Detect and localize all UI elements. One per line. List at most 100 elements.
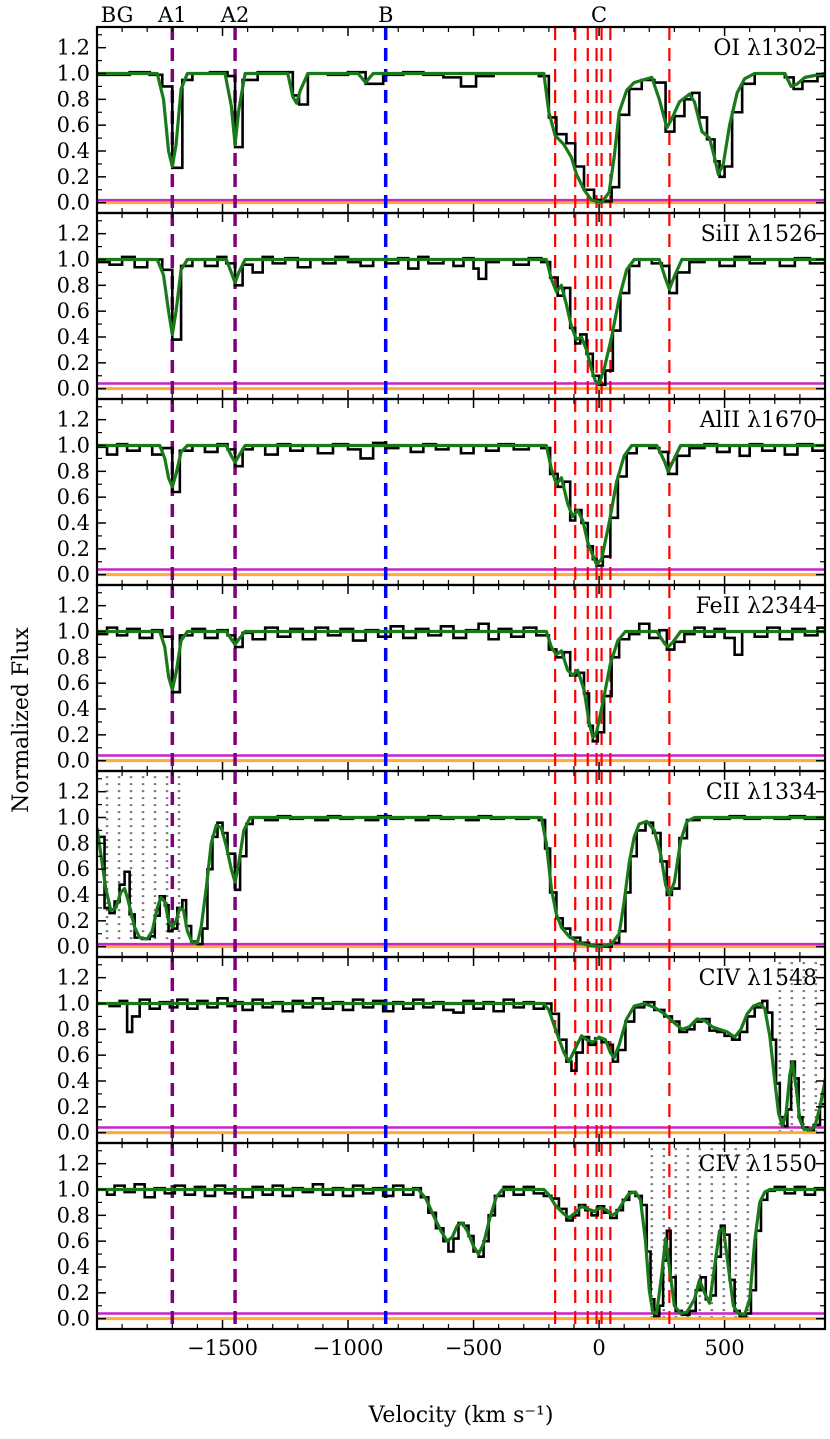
y-tick-label: 1.0 xyxy=(57,806,90,830)
data-spectrum xyxy=(97,255,825,387)
y-tick-label: 1.2 xyxy=(57,966,90,990)
panel-frame xyxy=(95,1141,827,1331)
y-tick-label: 0.0 xyxy=(57,749,90,773)
panel-ion-label: SiII λ1526 xyxy=(701,222,817,247)
y-tick-label: 0.6 xyxy=(57,671,90,695)
y-tick-label: 0.6 xyxy=(57,299,90,323)
model-fit xyxy=(97,815,825,949)
y-tick-label: 1.0 xyxy=(57,248,90,272)
y-tick-label: 0.2 xyxy=(57,1095,90,1119)
data-spectrum xyxy=(97,622,825,743)
component-labels: BG A1 A2 B C xyxy=(101,3,607,27)
y-tick-label: 1.2 xyxy=(57,36,90,60)
panel-plot-area xyxy=(97,957,825,1143)
y-tick-label: 0.8 xyxy=(57,87,90,111)
y-tick-label: 1.2 xyxy=(57,1152,90,1176)
x-tick-label: −1500 xyxy=(187,1336,258,1360)
y-tick-label: 0.2 xyxy=(57,1281,90,1305)
y-tick-label: 1.0 xyxy=(57,62,90,86)
contaminated-region xyxy=(778,962,818,1133)
y-tick-label: 0.2 xyxy=(57,909,90,933)
y-tick-label: 0.4 xyxy=(57,883,90,907)
model-fit xyxy=(97,71,825,205)
panel-ion-label: AlII λ1670 xyxy=(699,408,817,433)
component-label-bg: BG xyxy=(101,3,134,27)
panel-5: 0.00.20.40.60.81.01.2 CII λ1334 xyxy=(57,769,827,959)
y-tick-label: 1.2 xyxy=(57,222,90,246)
component-label-a1: A1 xyxy=(157,3,187,27)
y-tick-label: 0.8 xyxy=(57,831,90,855)
component-label-c: C xyxy=(591,3,607,27)
y-tick-label: 0.4 xyxy=(57,697,90,721)
y-tick-label: 0.8 xyxy=(57,273,90,297)
panel-6: 0.00.20.40.60.81.01.2 CIV λ1548 xyxy=(57,955,827,1145)
panel-4: 0.00.20.40.60.81.01.2 FeII λ2344 xyxy=(57,583,827,773)
x-tick-label: 500 xyxy=(705,1336,745,1360)
x-tick-label: 0 xyxy=(592,1336,605,1360)
y-tick-label: 0.0 xyxy=(57,191,90,215)
panel-plot-area xyxy=(97,399,825,585)
y-tick-label: 0.0 xyxy=(57,935,90,959)
y-tick-label: 0.4 xyxy=(57,325,90,349)
axis-labels: Normalized Flux Velocity (km s⁻¹) xyxy=(9,627,553,1428)
y-tick-label: 0.0 xyxy=(57,1121,90,1145)
contaminated-region xyxy=(105,776,181,947)
panel-plot-area xyxy=(97,585,825,771)
y-tick-label: 0.6 xyxy=(57,1229,90,1253)
panel-plot-area xyxy=(97,27,825,213)
model-fit xyxy=(97,257,825,386)
panel-ion-label: CII λ1334 xyxy=(706,780,817,805)
x-tick-label: −1000 xyxy=(313,1336,384,1360)
y-tick-label: 0.6 xyxy=(57,113,90,137)
y-tick-label: 0.2 xyxy=(57,537,90,561)
y-tick-label: 0.2 xyxy=(57,351,90,375)
component-label-b: B xyxy=(378,3,393,27)
panel-ion-label: CIV λ1548 xyxy=(699,966,817,991)
y-axis-label: Normalized Flux xyxy=(9,627,34,813)
model-fit xyxy=(97,1187,825,1317)
data-spectrum xyxy=(97,997,825,1132)
model-fit xyxy=(97,1001,825,1132)
model-fit xyxy=(97,629,825,740)
y-tick-label: 0.8 xyxy=(57,1203,90,1227)
panel-ion-label: OI λ1302 xyxy=(713,36,817,61)
y-tick-label: 0.0 xyxy=(57,1307,90,1331)
y-tick-label: 0.2 xyxy=(57,165,90,189)
panel-plot-area xyxy=(97,771,825,957)
y-tick-label: 0.4 xyxy=(57,1255,90,1279)
y-tick-label: 0.8 xyxy=(57,645,90,669)
y-tick-label: 0.0 xyxy=(57,377,90,401)
y-tick-label: 1.0 xyxy=(57,1178,90,1202)
component-label-a2: A2 xyxy=(220,3,250,27)
y-tick-label: 1.0 xyxy=(57,620,90,644)
y-tick-label: 0.2 xyxy=(57,723,90,747)
model-fit xyxy=(97,443,825,566)
y-tick-label: 1.2 xyxy=(57,780,90,804)
panel-7: 0.00.20.40.60.81.01.2 CIV λ1550 xyxy=(57,1141,827,1331)
y-tick-label: 1.0 xyxy=(57,434,90,458)
x-tick-label: −500 xyxy=(445,1336,503,1360)
panel-ion-label: CIV λ1550 xyxy=(699,1152,817,1177)
y-tick-label: 0.0 xyxy=(57,563,90,587)
y-tick-label: 0.6 xyxy=(57,857,90,881)
y-tick-label: 1.0 xyxy=(57,992,90,1016)
y-tick-label: 0.4 xyxy=(57,1069,90,1093)
panel-3: 0.00.20.40.60.81.01.2 AlII λ1670 xyxy=(57,397,827,587)
data-spectrum xyxy=(97,441,825,567)
panel-1: 0.00.20.40.60.81.01.2 OI λ1302 xyxy=(57,25,827,215)
x-tick-labels: −1500 −1000 −500 0 500 xyxy=(187,1336,745,1360)
x-axis-label: Velocity (km s⁻¹) xyxy=(368,1403,554,1428)
y-tick-label: 0.6 xyxy=(57,1043,90,1067)
y-tick-label: 0.8 xyxy=(57,1017,90,1041)
panel-plot-area xyxy=(97,213,825,399)
y-tick-label: 0.4 xyxy=(57,511,90,535)
y-tick-label: 0.8 xyxy=(57,459,90,483)
y-tick-label: 1.2 xyxy=(57,408,90,432)
data-spectrum xyxy=(97,70,825,203)
y-tick-label: 0.4 xyxy=(57,139,90,163)
panel-2: 0.00.20.40.60.81.01.2 SiII λ1526 xyxy=(57,211,827,401)
y-tick-label: 0.6 xyxy=(57,485,90,509)
panel-ion-label: FeII λ2344 xyxy=(696,594,817,619)
panel-plot-area xyxy=(97,1143,825,1329)
